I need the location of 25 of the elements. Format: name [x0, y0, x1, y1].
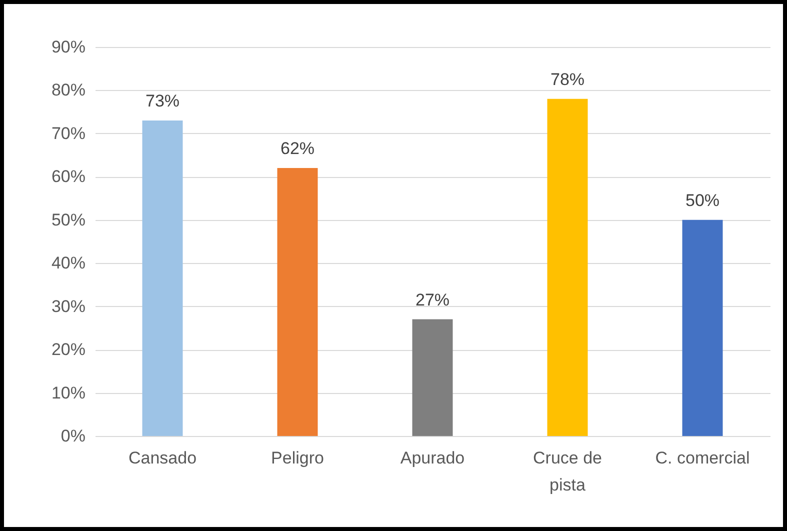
data-label: 27% [415, 290, 450, 310]
x-tick-label: Apurado [400, 448, 465, 468]
y-tick-label: 80% [51, 80, 86, 100]
y-tick-label: 30% [51, 296, 86, 316]
y-tick-label: 50% [51, 210, 86, 230]
y-tick-label: 40% [51, 254, 86, 273]
bar [682, 220, 723, 436]
y-tick-label: 10% [51, 383, 86, 402]
data-label: 73% [145, 91, 180, 110]
y-tick-label: 60% [51, 167, 86, 186]
y-tick-label: 0% [60, 426, 86, 446]
data-label: 62% [280, 139, 315, 158]
bar [412, 319, 453, 436]
bar [277, 168, 318, 436]
y-tick-label: 90% [51, 38, 86, 56]
x-tick-label: Peligro [271, 448, 324, 468]
x-tick-label: Cansado [128, 448, 197, 468]
bar [142, 120, 183, 436]
x-tick-label: Cruce de pista [533, 448, 602, 494]
data-label: 50% [685, 190, 720, 210]
data-label: 78% [550, 70, 585, 89]
y-tick-label: 20% [51, 340, 86, 360]
bar [547, 98, 588, 436]
y-tick-label: 70% [51, 124, 86, 143]
x-tick-label: C. comercial [655, 448, 750, 468]
